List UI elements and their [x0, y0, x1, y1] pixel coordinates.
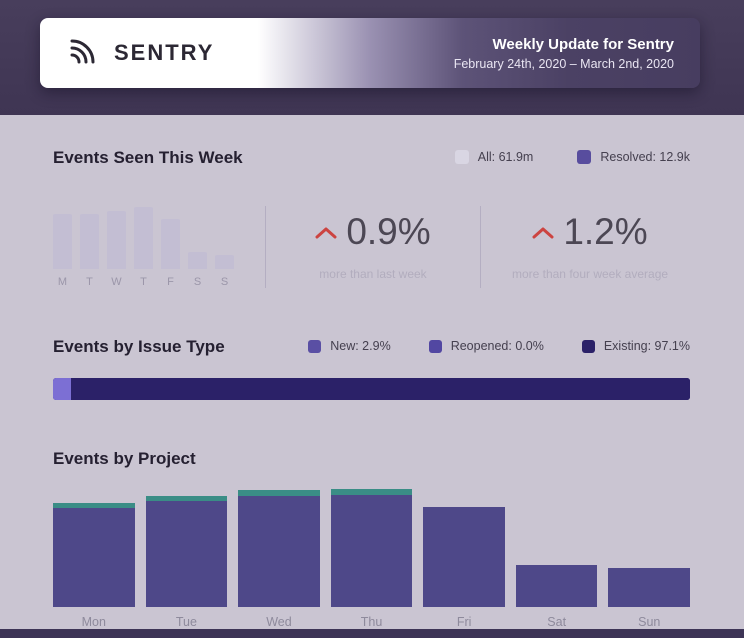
divider	[480, 206, 481, 288]
reopened-swatch	[428, 339, 442, 353]
project-bar-base	[330, 495, 413, 607]
week-bar	[134, 207, 153, 269]
project-bar-base	[145, 501, 228, 607]
issue-type-segment-new	[53, 378, 72, 400]
delta-up-icon	[315, 226, 337, 239]
project-bar-label: Thu	[360, 615, 383, 629]
project-bar-cap	[238, 490, 320, 496]
project-bar-label: Tue	[175, 615, 197, 629]
week-bar	[215, 255, 234, 269]
legend-label: New: 2.9%	[330, 339, 391, 353]
project-bar-label: Sat	[547, 615, 567, 629]
project-bar-wed	[238, 490, 320, 607]
legend-item-reopened: Reopened: 0.0%	[428, 339, 544, 353]
bottom-strip	[0, 629, 744, 638]
project-bar-mon	[53, 503, 135, 607]
issue-type-segment-existing	[71, 378, 690, 400]
project-bar-base	[53, 508, 135, 607]
legend-label: Resolved: 12.9k	[600, 150, 690, 164]
legend-item-new: New: 2.9%	[308, 339, 391, 353]
week-bar-label: M	[57, 276, 68, 288]
stat-vs-last-week: 0.9% more than last week	[276, 211, 470, 281]
legend-label: Existing: 97.1%	[603, 339, 690, 353]
legend-label: Reopened: 0.0%	[450, 339, 544, 353]
resolved-swatch	[577, 150, 592, 164]
project-bar-base	[515, 565, 598, 607]
events-seen-heading: Events Seen This Week	[53, 148, 243, 167]
project-bar-cap	[145, 496, 228, 501]
stat-vs-four-week-avg: 1.2% more than four week average	[490, 211, 690, 281]
week-bar-label: S	[220, 276, 229, 288]
project-bar-label: Mon	[81, 615, 106, 629]
report-title: Weekly Update for Sentry	[492, 35, 674, 53]
all-swatch	[454, 150, 469, 164]
by-project-heading: Events by Project	[53, 449, 196, 468]
header-meta: Weekly Update for Sentry February 24th, …	[454, 36, 674, 71]
project-bar-fri	[423, 507, 505, 607]
project-bar-cap	[53, 503, 135, 508]
stat-value: 1.2%	[490, 211, 690, 253]
project-bar-sat	[515, 565, 598, 607]
events-seen-legend: All: 61.9m Resolved: 12.9k	[454, 150, 690, 164]
new-swatch	[308, 339, 322, 353]
project-bar-tue	[145, 496, 228, 607]
week-bar-label: S	[193, 276, 202, 288]
issue-type-heading: Events by Issue Type	[53, 337, 225, 356]
project-bar-base	[608, 568, 691, 607]
project-bar-sun	[608, 568, 691, 607]
project-bar-label: Wed	[266, 615, 292, 629]
events-by-project-labels: Mon Tue Wed Thu Fri Sat Sun	[53, 615, 690, 629]
issue-type-bar	[53, 378, 690, 400]
project-bar-label: Sun	[638, 615, 661, 629]
project-bar-base	[238, 496, 320, 607]
legend-item-existing: Existing: 97.1%	[581, 339, 690, 353]
legend-label: All: 61.9m	[477, 150, 534, 164]
issue-type-legend: New: 2.9% Reopened: 0.0% Existing: 97.1%	[308, 339, 690, 353]
stat-percent: 1.2%	[563, 211, 648, 252]
week-bar-label: F	[167, 276, 174, 288]
week-bar-label: T	[140, 276, 147, 288]
stat-percent: 0.9%	[346, 211, 431, 252]
events-week-chart-bars	[53, 207, 245, 269]
week-bar	[53, 214, 72, 269]
project-bar-cap	[330, 489, 413, 495]
divider	[265, 206, 266, 288]
sentry-logo-icon	[66, 34, 104, 73]
project-bar-label: Fri	[456, 615, 472, 629]
week-bar	[107, 211, 126, 269]
events-by-project-chart: Mon Tue Wed Thu Fri Sat Sun	[53, 489, 691, 629]
header-card: SENTRY Weekly Update for Sentry February…	[40, 18, 700, 88]
week-bar-label: W	[111, 276, 122, 288]
delta-up-icon	[532, 226, 554, 239]
week-bar	[188, 252, 207, 269]
week-bar	[161, 219, 180, 269]
stat-value: 0.9%	[276, 211, 470, 253]
stat-caption: more than four week average	[511, 267, 669, 281]
sentry-logo: SENTRY	[66, 34, 214, 73]
project-bar-thu	[330, 489, 413, 607]
week-bar	[80, 214, 99, 269]
stat-caption: more than last week	[319, 267, 427, 281]
project-bar-base	[423, 507, 505, 607]
legend-item-all: All: 61.9m	[454, 150, 534, 164]
existing-swatch	[581, 339, 595, 353]
week-bar-label: T	[86, 276, 93, 288]
report-date-range: February 24th, 2020 – March 2nd, 2020	[453, 56, 674, 71]
legend-item-resolved: Resolved: 12.9k	[577, 150, 690, 164]
events-by-project-bars	[53, 489, 691, 607]
sentry-wordmark: SENTRY	[114, 40, 215, 65]
